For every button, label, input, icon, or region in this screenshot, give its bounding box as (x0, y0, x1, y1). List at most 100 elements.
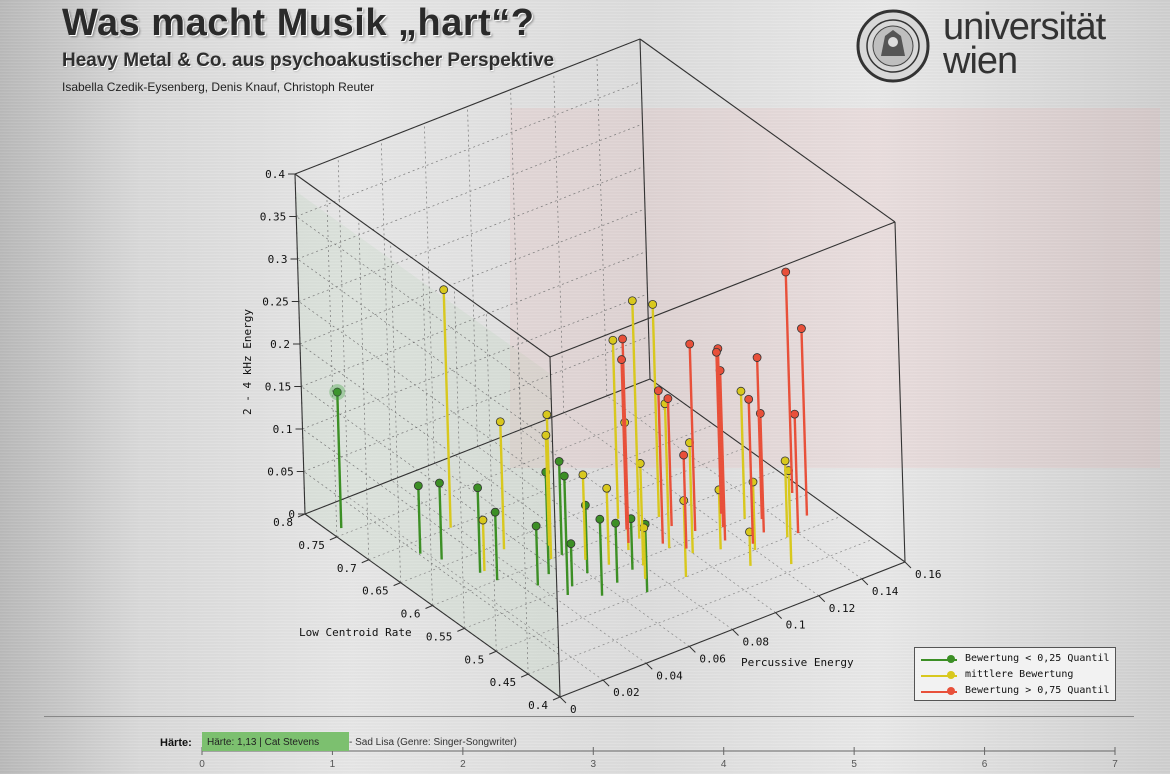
x-tick (904, 561, 912, 569)
cube-edge (294, 38, 641, 175)
data-stem (783, 460, 789, 538)
legend-line-icon (921, 691, 957, 693)
grid-line (454, 288, 465, 629)
z-axis-label: 2 - 4 kHz Energy (241, 309, 254, 415)
grid-line (464, 493, 810, 629)
data-stem (639, 463, 645, 566)
authors: Isabella Czedik-Eysenberg, Denis Knauf, … (62, 80, 375, 94)
data-point (439, 285, 449, 295)
data-stem (643, 524, 649, 593)
y-tick (457, 627, 465, 632)
scale-tick-label: 2 (460, 759, 466, 770)
data-stem (584, 505, 589, 574)
data-stem (642, 527, 647, 579)
data-point (797, 324, 806, 333)
data-point (332, 387, 342, 397)
x-tick-label: 0.12 (829, 602, 856, 615)
legend-dot-icon (947, 655, 955, 663)
x-tick (602, 679, 610, 687)
grid-line (298, 301, 554, 485)
cube-edge (639, 38, 651, 380)
scale-tick-label: 5 (851, 759, 857, 770)
grid-line (296, 81, 642, 217)
data-stem (748, 531, 752, 566)
y-tick (361, 559, 369, 564)
data-stem (569, 543, 574, 587)
data-stem (611, 340, 620, 519)
grid-line (301, 251, 647, 387)
z-tick-label: 0 (288, 508, 295, 521)
y-tick-label: 0.7 (337, 562, 357, 575)
data-point (744, 394, 754, 404)
data-point (663, 394, 673, 403)
z-tick-label: 0.2 (270, 338, 290, 351)
data-point (736, 386, 746, 396)
data-stem (544, 472, 550, 575)
z-tick-label: 0.1 (273, 423, 293, 436)
university-seal-icon (856, 9, 930, 83)
data-point (478, 515, 488, 525)
legend-label: Bewertung < 0,25 Quantil (965, 653, 1110, 664)
grid-line (302, 428, 558, 613)
data-stem (438, 482, 443, 560)
selected-track-details: - Sad Lisa (Genre: Singer-Songwriter) (349, 737, 517, 748)
scale-tick-label: 6 (982, 759, 988, 770)
data-stem (793, 414, 800, 534)
data-stem (682, 500, 688, 578)
cube-edge (294, 173, 551, 358)
grid-line (296, 216, 552, 400)
z-tick-label: 0.4 (265, 168, 285, 181)
y-tick (552, 696, 561, 701)
grid-line (527, 538, 874, 675)
grid-line (299, 208, 646, 345)
grid-line (606, 395, 863, 580)
data-stem (787, 470, 793, 565)
data-point (541, 430, 551, 440)
data-stem (499, 421, 506, 550)
x-tick (732, 629, 739, 636)
z-tick-label: 0.35 (260, 211, 287, 224)
x-tick (861, 578, 869, 586)
data-stem (747, 399, 755, 544)
data-point (648, 300, 658, 309)
data-stem (759, 413, 766, 533)
data-point (617, 355, 626, 364)
data-point (618, 334, 627, 344)
x-tick (645, 662, 653, 670)
footer-divider (44, 716, 1134, 717)
z-tick-label: 0.25 (262, 296, 289, 309)
x-tick-label: 0.16 (915, 568, 942, 581)
data-point (780, 456, 790, 466)
legend-dot-icon (947, 687, 955, 695)
page-title: Was macht Musik „hart“? (62, 2, 535, 44)
scale-tick-label: 7 (1112, 759, 1118, 770)
grid-line (391, 479, 647, 664)
data-stem (688, 442, 694, 554)
data-point (685, 339, 695, 349)
data-stem (629, 518, 634, 570)
data-stem (417, 485, 422, 554)
grid-line (496, 515, 842, 652)
data-point (566, 539, 576, 549)
grid-line (301, 386, 557, 570)
x-tick-label: 0.14 (872, 585, 899, 598)
scale-tick-label: 4 (721, 759, 727, 770)
grid-line (596, 55, 608, 396)
data-stem (598, 519, 604, 596)
data-stem (666, 398, 673, 527)
grid-line (517, 334, 529, 675)
hardness-scale-fill[interactable] (202, 732, 350, 751)
legend-dot-icon (947, 671, 955, 679)
data-point (752, 353, 762, 362)
grid-line (336, 401, 683, 538)
x-tick-label: 0.08 (743, 636, 770, 649)
z-tick-label: 0.05 (267, 466, 294, 479)
hard-region (510, 108, 1160, 468)
data-stem (739, 391, 746, 519)
grid-line (298, 166, 644, 302)
grid-line (553, 72, 565, 413)
data-point (679, 450, 689, 460)
data-stem (718, 370, 727, 541)
data-point (781, 267, 791, 277)
